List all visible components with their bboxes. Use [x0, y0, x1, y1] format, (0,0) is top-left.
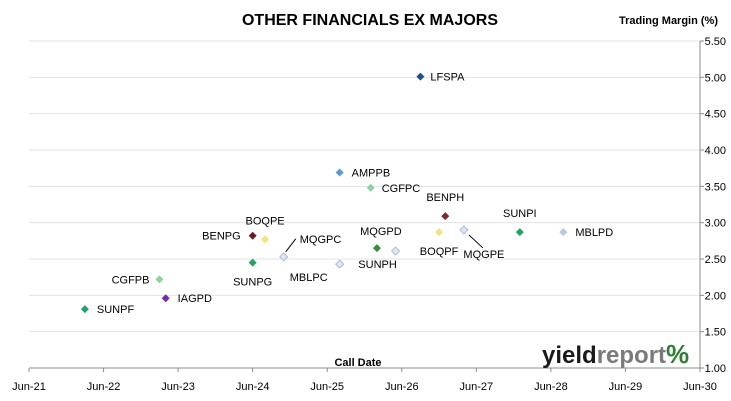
data-point-benpg [248, 231, 257, 240]
x-tick-label: Jun-21 [12, 381, 46, 393]
gridlines [29, 40, 700, 369]
svg-text:yieldreport%: yieldreport% [542, 339, 689, 369]
data-label-amppb: AMPPB [352, 168, 391, 180]
x-tick-label: Jun-26 [385, 381, 419, 393]
y-axis-ticks: 1.00 1.50 2.00 2.50 3.00 3.50 4.00 4.50 5.00 5.50 [705, 36, 726, 375]
data-label-mblpd: MBLPD [575, 227, 613, 239]
x-tick-label: Jun-25 [310, 381, 344, 393]
data-label-cgfpb: CGFPB [112, 274, 150, 286]
y-tick-label: 2.00 [705, 290, 726, 302]
data-label-sunpi: SUNPI [503, 208, 537, 220]
x-tick-label: Jun-23 [161, 381, 195, 393]
data-point-cgfpb [155, 275, 164, 284]
data-label-mqgpd: MQGPD [360, 226, 402, 238]
data-point-sunph [390, 246, 401, 256]
point-labels: LFSPA AMPPB CGFPC BENPH SUNPI MBLPD MQGPE BOQPF… [97, 72, 613, 317]
data-point-mblpd [559, 228, 568, 237]
data-label-mblpc: MBLPC [290, 272, 328, 284]
data-point-mqgpd [372, 244, 381, 253]
x-tick-label: Jun-29 [609, 381, 643, 393]
data-label-sunph: SUNPH [358, 259, 397, 271]
data-label-mqgpc: MQGPC [300, 234, 342, 246]
logo-percent: % [666, 339, 689, 369]
data-label-benph: BENPH [426, 192, 464, 204]
y-tick-label: 1.00 [705, 363, 726, 375]
data-point-lfspa [416, 72, 425, 81]
x-tick-label: Jun-22 [87, 381, 121, 393]
data-label-benpg: BENPG [202, 231, 241, 243]
logo-text-yield: yield [542, 342, 597, 369]
leader-line-mqgpc [285, 238, 297, 253]
data-label-iagpd: IAGPD [178, 293, 212, 305]
data-point-mqgpe [459, 225, 469, 235]
y-tick-label: 5.00 [705, 72, 726, 84]
data-label-mqgpe: MQGPE [463, 249, 504, 261]
leader-line-mqgpe [468, 234, 484, 249]
logo-text-report: report [597, 342, 666, 369]
y-tick-label: 2.50 [705, 254, 726, 266]
chart-title: OTHER FINANCIALS EX MAJORS [242, 12, 498, 29]
data-point-mblpc [335, 259, 345, 269]
y-tick-label: 5.50 [705, 36, 726, 48]
data-point-mqgpc [279, 252, 289, 262]
data-point-sunpg [248, 258, 257, 267]
x-tick-label: Jun-27 [460, 381, 494, 393]
data-point-iagpd [161, 294, 170, 303]
y-tick-label: 3.50 [705, 181, 726, 193]
data-label-cgfpc: CGFPC [382, 183, 421, 195]
y-tick-label: 3.00 [705, 218, 726, 230]
x-tick-label: Jun-28 [534, 381, 568, 393]
data-point-sunpi [515, 228, 524, 237]
y-axis-title: Trading Margin (%) [619, 15, 718, 27]
data-label-sunpf: SUNPF [97, 304, 135, 316]
y-tick-label: 1.50 [705, 327, 726, 339]
y-tick-label: 4.00 [705, 145, 726, 157]
data-point-benph [441, 212, 450, 221]
x-tick-label: Jun-30 [683, 381, 717, 393]
x-axis-title: Call Date [334, 357, 381, 369]
data-label-sunpg: SUNPG [233, 277, 272, 289]
yieldreport-logo: yieldreport% [542, 339, 689, 369]
data-point-boqpf [435, 228, 444, 237]
axes [28, 40, 704, 372]
data-point-cgfpc [366, 183, 375, 192]
data-point-boqpe [261, 235, 270, 244]
leader-lines [285, 234, 484, 253]
y-tick-label: 4.50 [705, 109, 726, 121]
data-points [80, 72, 568, 314]
x-axis-ticks: Jun-21 Jun-22 Jun-23 Jun-24 Jun-25 Jun-26 Jun-… [12, 381, 717, 393]
data-point-amppb [335, 168, 344, 177]
data-label-boqpf: BOQPF [420, 246, 459, 258]
data-point-sunpf [80, 305, 89, 314]
data-label-boqpe: BOQPE [246, 215, 285, 227]
data-label-lfspa: LFSPA [430, 72, 465, 84]
x-tick-label: Jun-24 [236, 381, 270, 393]
